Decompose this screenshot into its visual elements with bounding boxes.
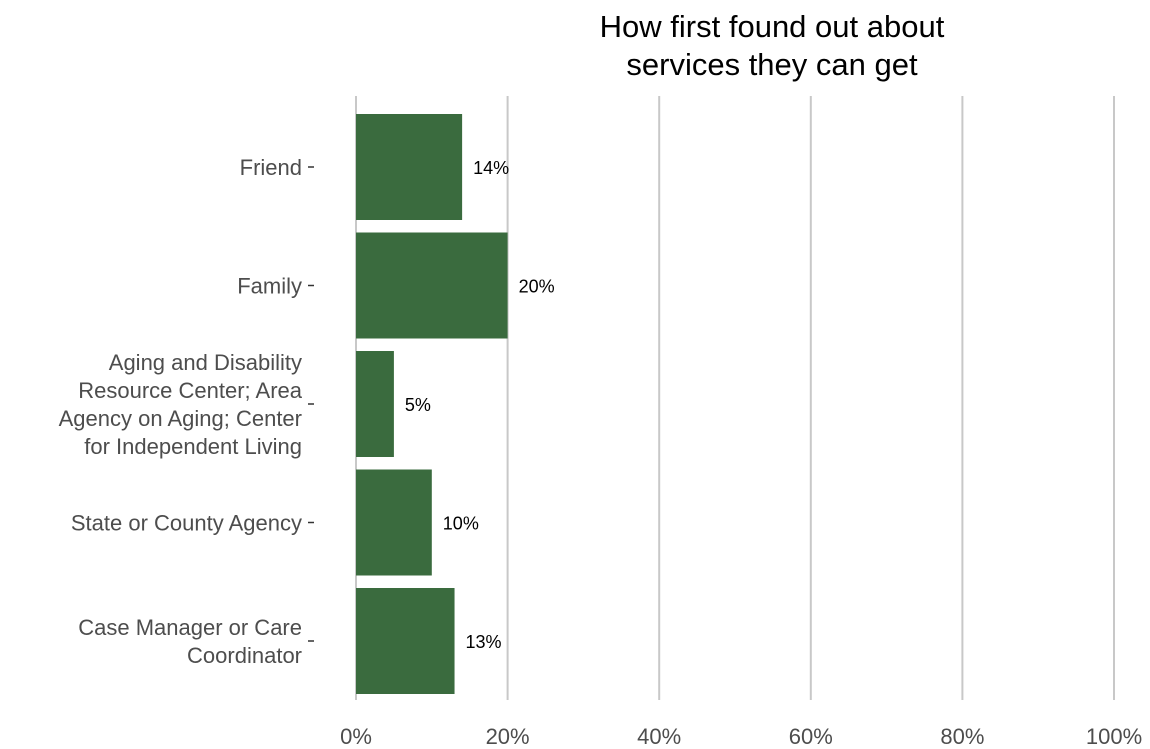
data-label-4: 13%	[466, 632, 502, 652]
category-label-line: State or County Agency	[71, 511, 302, 536]
gridlines	[355, 96, 1115, 700]
data-labels: 14% 20% 5% 10% 13%	[405, 158, 555, 652]
x-tick-label-60: 60%	[789, 724, 833, 749]
bar-1	[356, 232, 508, 339]
x-tick-label-80: 80%	[940, 724, 984, 749]
bars	[356, 114, 508, 694]
bar-4	[356, 588, 455, 694]
bar-0	[356, 114, 463, 220]
category-label-line: for Independent Living	[84, 434, 302, 459]
category-label-2: Aging and Disability Resource Center; Are…	[59, 350, 303, 459]
category-label-4: Case Manager or Care Coordinator	[78, 615, 302, 668]
data-label-3: 10%	[443, 514, 479, 534]
category-label-0: Friend	[240, 155, 302, 180]
category-label-line: Aging and Disability	[109, 350, 302, 375]
chart-title-line-2: services they can get	[626, 47, 918, 82]
data-label-1: 20%	[519, 277, 555, 297]
x-axis-ticks: 0% 20% 40% 60% 80% 100%	[340, 724, 1142, 749]
bar-3	[356, 469, 432, 576]
category-label-line: Friend	[240, 155, 302, 180]
chart-title-line-1: How first found out about	[600, 9, 945, 44]
x-tick-label-20: 20%	[486, 724, 530, 749]
category-label-line: Case Manager or Care	[78, 615, 302, 640]
x-tick-label-0: 0%	[340, 724, 372, 749]
bar-2	[356, 351, 394, 457]
category-label-1: Family	[237, 274, 302, 299]
x-tick-label-100: 100%	[1086, 724, 1142, 749]
data-label-2: 5%	[405, 395, 431, 415]
data-label-0: 14%	[473, 158, 509, 178]
x-tick-label-40: 40%	[637, 724, 681, 749]
category-label-line: Family	[237, 274, 302, 299]
category-label-line: Coordinator	[187, 643, 302, 668]
category-label-3: State or County Agency	[71, 511, 302, 536]
category-label-line: Agency on Aging; Center	[59, 406, 302, 431]
category-axis: Friend Family Aging and Disability Resource…	[59, 155, 314, 668]
category-label-line: Resource Center; Area	[78, 378, 303, 403]
